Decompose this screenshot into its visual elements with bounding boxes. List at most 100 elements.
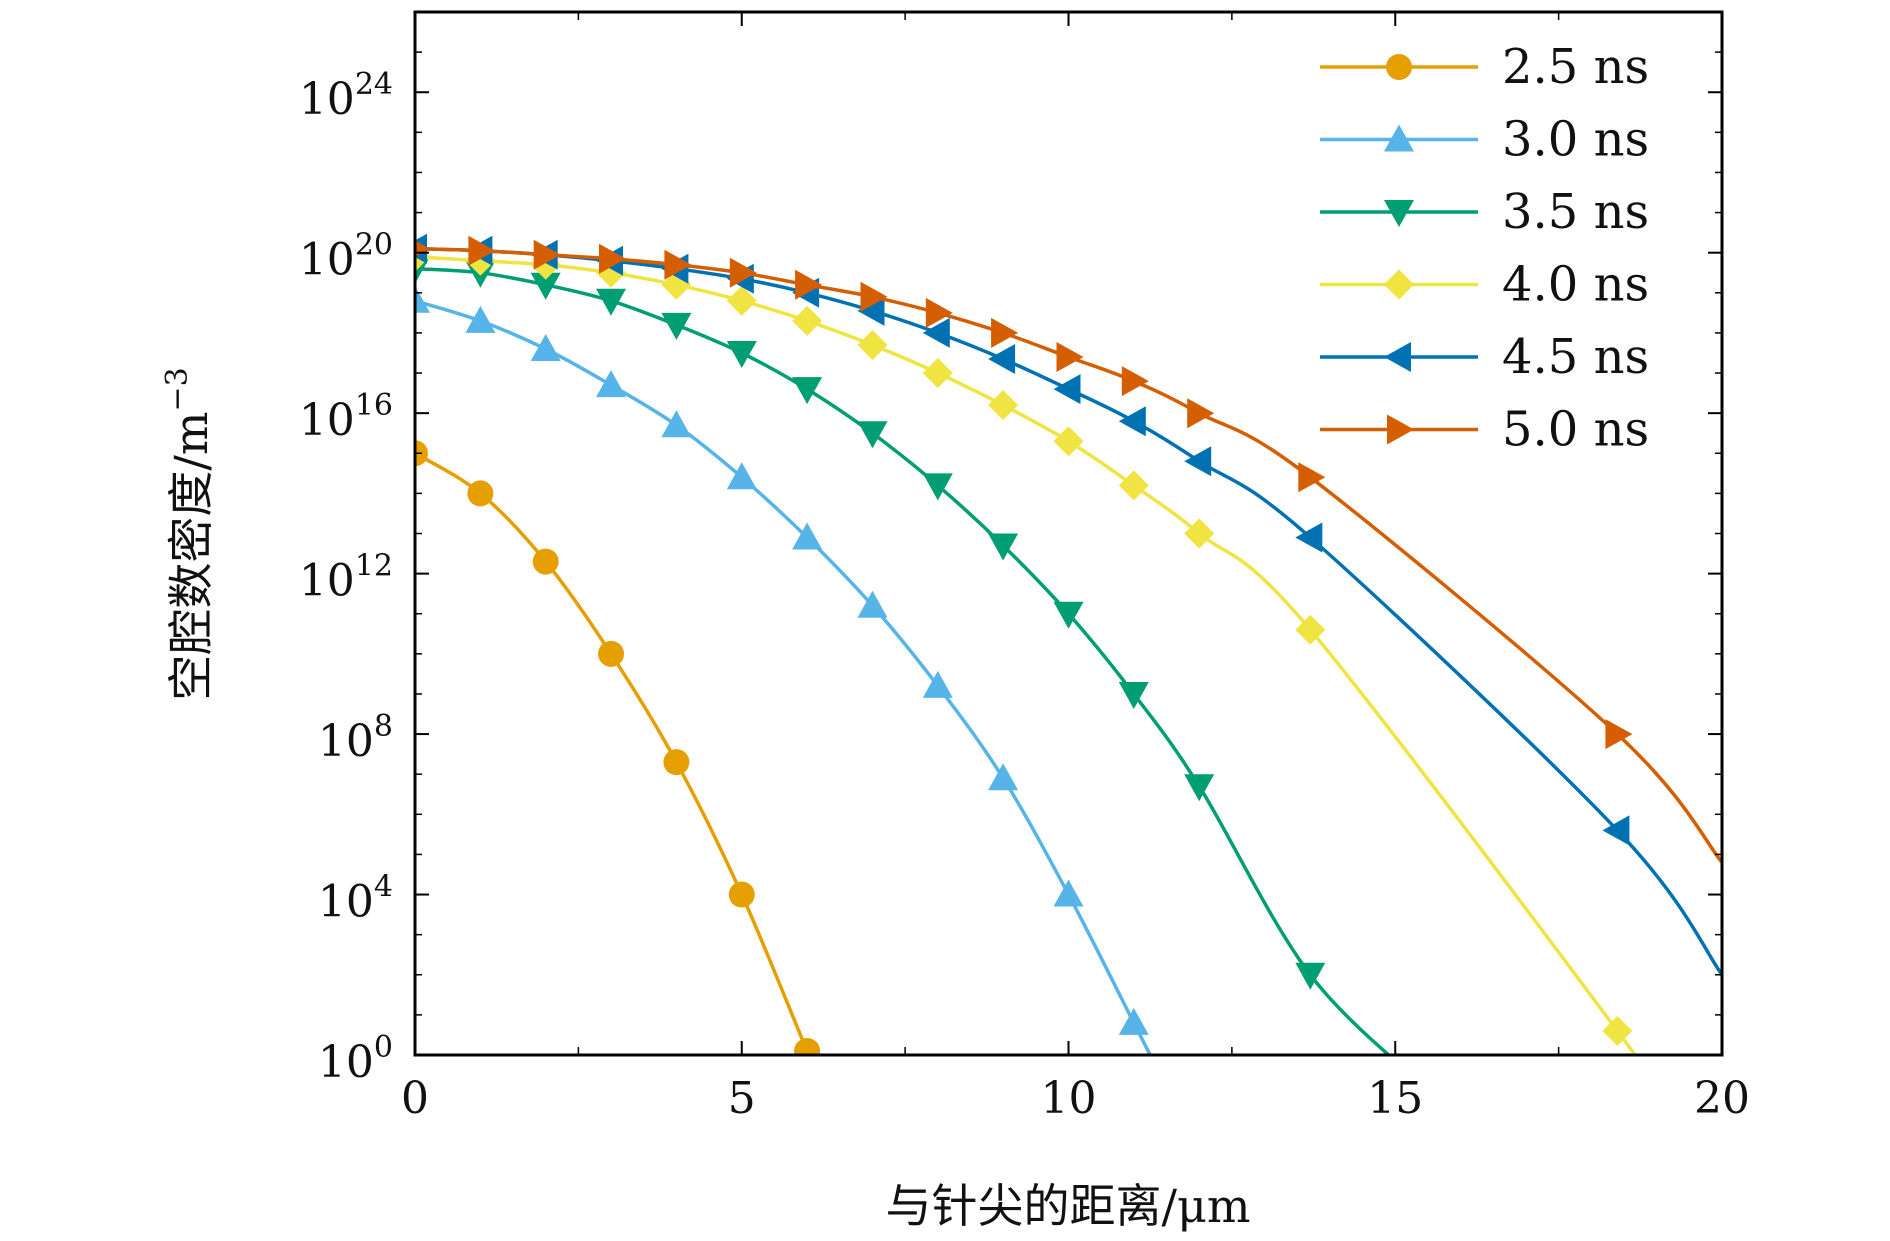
data-point [792,522,823,550]
legend-marker [1384,342,1411,372]
data-point [596,288,626,316]
y-tick-exponent: 4 [374,870,393,905]
series-line [415,266,1392,1055]
legend-entry: 3.0 ns [1320,112,1649,168]
data-point [991,317,1019,348]
data-point [792,377,823,405]
data-point [1602,1015,1633,1046]
y-tick-label: 100 [318,1030,393,1088]
data-point [726,341,757,368]
data-point [857,590,888,618]
series-1 [415,285,1152,1055]
series-line [415,299,1152,1055]
legend: 2.5 ns 3.0 ns 3.5 ns 4.0 ns 4.5 ns 5.0 ns [1320,39,1649,458]
data-point [726,285,757,316]
x-tick-label: 0 [401,1073,429,1124]
data-point [1053,426,1084,457]
data-point [988,763,1019,791]
data-point [860,281,888,312]
data-point [922,358,953,388]
data-point [792,305,823,336]
series-5 [415,235,1722,864]
legend-marker [1384,200,1414,227]
data-point [729,257,757,288]
legend-marker [1384,124,1414,152]
data-point [530,334,561,361]
data-point [1118,406,1146,437]
series-line [415,451,813,1055]
legend-label: 3.5 ns [1502,184,1649,240]
data-point [1184,518,1215,549]
series-2 [415,256,1392,1055]
data-point [596,370,626,398]
y-tick-label: 104 [318,870,393,928]
data-point [1602,815,1630,846]
y-tick-exponent: 8 [374,709,393,744]
legend-marker [1387,414,1414,445]
x-tick-label: 20 [1694,1073,1750,1124]
data-point [661,312,692,340]
data-point [465,305,496,333]
legend-entry: 4.0 ns [1320,257,1649,313]
legend-marker [1384,269,1414,300]
y-tick-base: 10 [299,556,355,607]
x-axis-title: 与针尖的距离/μm [885,1179,1250,1233]
y-tick-label: 1016 [299,388,393,446]
data-point [988,390,1019,421]
data-point [1118,682,1149,709]
data-point [857,295,885,326]
data-point [1121,366,1149,397]
data-point [1184,774,1215,802]
data-point [1187,398,1215,429]
y-tick-exponent: 24 [355,67,393,102]
x-tick-label: 5 [728,1073,756,1124]
data-point [1118,1007,1149,1035]
y-tick-label: 1020 [299,228,393,286]
data-point [599,243,626,274]
y-axis-title-unit-exponent: −3 [160,367,195,411]
data-point [467,480,494,507]
data-point [598,640,625,667]
data-point [726,462,757,490]
data-point [1298,462,1326,493]
legend-label: 4.0 ns [1502,257,1649,313]
data-point [1605,719,1633,750]
legend-label: 5.0 ns [1502,402,1649,458]
data-point [468,235,496,266]
legend-label: 2.5 ns [1502,39,1649,95]
y-tick-label: 1024 [299,67,393,125]
y-tick-exponent: 0 [374,1030,393,1065]
legend-label: 4.5 ns [1502,329,1649,385]
data-point [857,330,888,360]
data-point [857,421,888,449]
data-point [795,269,823,300]
data-point [988,533,1019,561]
y-tick-base: 10 [299,395,355,446]
y-tick-label: 1012 [299,549,393,607]
legend-entry: 4.5 ns [1320,329,1649,385]
data-point [465,245,496,276]
data-point [1184,446,1212,477]
legend-entry: 5.0 ns [1320,402,1649,458]
data-point [530,272,561,300]
data-point [1053,601,1084,629]
x-tick-label: 10 [1041,1073,1097,1124]
y-tick-base: 10 [299,235,355,286]
y-tick-exponent: 20 [355,228,393,263]
data-point [922,473,953,501]
data-point [922,670,953,698]
series-0 [415,440,821,1055]
data-point [663,749,690,776]
y-axis-title-main: 空腔数密度/m [164,412,218,701]
y-tick-base: 10 [318,1037,374,1088]
data-point [1118,470,1149,501]
y-axis-title: 空腔数密度/m−3 [160,367,218,700]
legend-entry: 3.5 ns [1320,184,1649,240]
legend-marker [1386,54,1412,80]
y-tick-base: 10 [299,74,355,125]
data-point [728,881,755,908]
data-point [532,548,559,575]
data-point [1053,374,1081,405]
data-point [661,410,692,438]
